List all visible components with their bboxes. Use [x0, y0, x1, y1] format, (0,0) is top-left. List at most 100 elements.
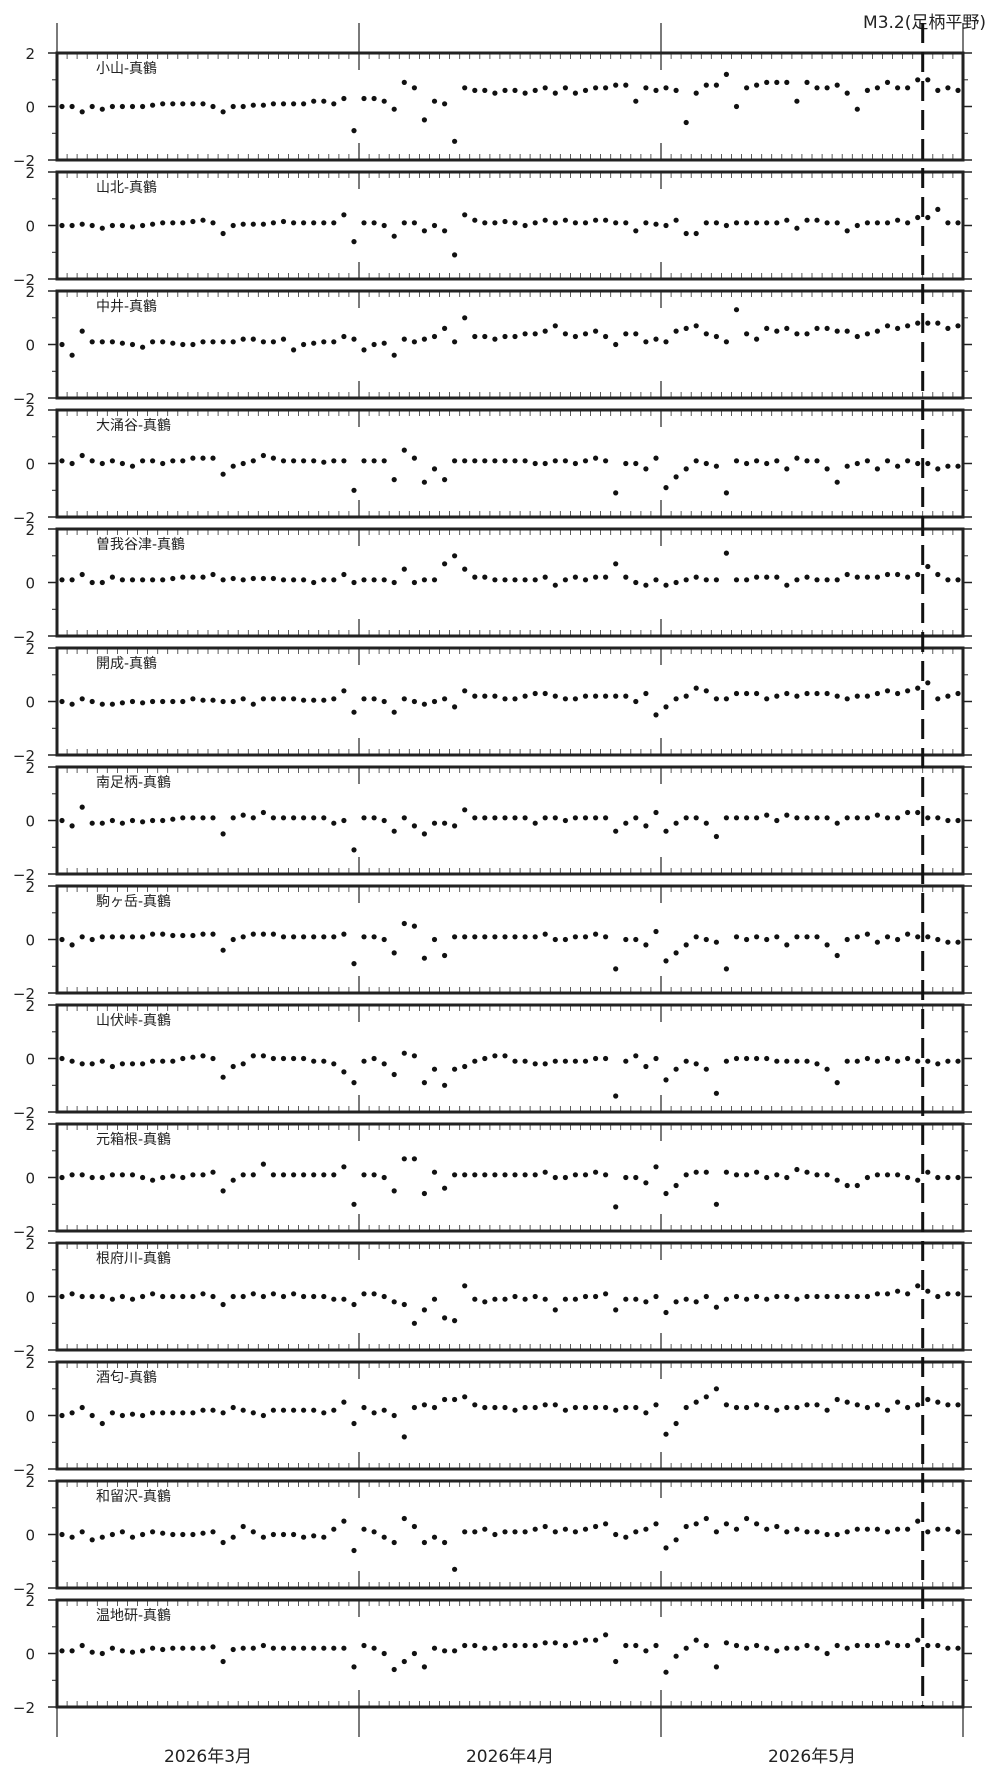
data-point [190, 574, 196, 580]
data-point [774, 1648, 780, 1654]
data-point [864, 1642, 871, 1649]
data-point [653, 336, 659, 342]
data-point [663, 1669, 669, 1675]
data-point [89, 820, 95, 826]
data-point [673, 820, 679, 826]
data-point [582, 815, 589, 821]
data-point [562, 458, 569, 464]
data-point [864, 1526, 871, 1532]
data-point [472, 217, 478, 223]
data-point [321, 98, 327, 104]
data-point [421, 955, 427, 961]
panel-frame [55, 1122, 965, 1233]
data-point [230, 1646, 236, 1653]
data-point [713, 220, 720, 226]
data-point [119, 1529, 125, 1535]
data-point [945, 1402, 951, 1408]
data-point [220, 831, 226, 837]
data-point [170, 1293, 176, 1300]
data-point [230, 936, 236, 943]
y-tick-label: 2 [25, 45, 35, 63]
data-point [854, 1058, 860, 1064]
data-point [180, 1293, 186, 1300]
data-point [190, 1054, 196, 1060]
data-point [431, 1645, 438, 1651]
data-point [633, 815, 639, 821]
data-point [572, 815, 579, 821]
y-tick-label: −2 [13, 1342, 35, 1360]
data-point [522, 815, 528, 821]
data-point [210, 1293, 216, 1300]
data-point [723, 1640, 730, 1646]
data-point [915, 460, 921, 467]
data-point [150, 221, 156, 227]
data-point [915, 1058, 921, 1064]
data-point [905, 1174, 911, 1181]
data-point [401, 566, 407, 572]
data-point [401, 1434, 407, 1440]
data-point [321, 1410, 327, 1416]
data-point [744, 815, 750, 821]
data-point [804, 1529, 810, 1535]
data-point [703, 460, 709, 467]
data-point [200, 1172, 206, 1178]
data-point [99, 1058, 105, 1064]
data-point [462, 1283, 468, 1289]
data-point [512, 333, 518, 340]
data-point [663, 1545, 669, 1551]
data-point [240, 812, 246, 818]
y-tick-label: 2 [25, 997, 35, 1015]
data-point [270, 815, 276, 821]
data-point [955, 220, 961, 226]
data-point [230, 1177, 236, 1183]
data-point [371, 458, 377, 464]
data-point [99, 1420, 105, 1427]
data-point [502, 815, 508, 821]
data-point [703, 331, 709, 337]
data-point [79, 1404, 85, 1411]
data-point [99, 701, 105, 707]
data-point [673, 1066, 679, 1072]
data-point [462, 85, 468, 91]
data-point [311, 98, 317, 104]
data-point [905, 931, 911, 937]
panel-frame [55, 1360, 965, 1471]
data-point [452, 553, 458, 559]
data-point [784, 690, 790, 697]
data-point [844, 815, 850, 821]
data-point [371, 1055, 377, 1062]
data-point [371, 577, 377, 583]
data-point [844, 1058, 850, 1064]
data-point [311, 1293, 317, 1300]
y-tick-label: 2 [25, 283, 35, 301]
data-point [69, 222, 75, 229]
data-point [129, 1061, 136, 1067]
data-point [351, 128, 357, 134]
data-point [321, 339, 327, 345]
data-point [744, 1404, 750, 1411]
data-point [915, 934, 921, 940]
data-point [59, 458, 65, 464]
data-point [79, 934, 85, 940]
data-point [472, 1529, 478, 1535]
data-point [502, 577, 508, 583]
data-point [341, 931, 347, 937]
data-point [794, 815, 800, 821]
data-point [119, 1648, 125, 1654]
data-point [431, 333, 438, 340]
data-point [764, 325, 770, 331]
data-point [874, 466, 881, 472]
data-point [129, 1172, 136, 1178]
data-point [552, 220, 558, 226]
data-point [935, 320, 941, 326]
data-point [280, 1172, 287, 1178]
data-point [391, 477, 397, 483]
data-point [462, 1063, 468, 1070]
data-point [462, 212, 468, 218]
data-point [593, 328, 599, 334]
data-point [794, 1166, 800, 1173]
data-point [492, 90, 498, 96]
data-point [381, 458, 387, 464]
data-point [401, 1050, 407, 1056]
data-point [633, 98, 639, 104]
